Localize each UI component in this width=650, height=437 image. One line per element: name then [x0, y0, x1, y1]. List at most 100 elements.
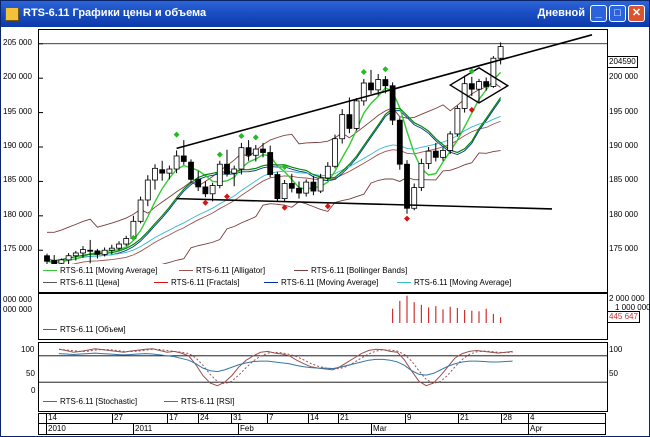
candle-body — [216, 163, 223, 186]
candle-body — [274, 174, 281, 200]
legend-swatch — [164, 401, 178, 403]
ma-green-line — [46, 71, 502, 264]
candle-body — [195, 178, 202, 188]
legend-item[interactable]: RTS-6.11 [Stochastic] — [43, 397, 137, 406]
fractal-up-marker — [360, 68, 367, 75]
price-tick-label: 180 000 — [3, 209, 32, 219]
time-day-tick — [267, 413, 268, 423]
legend-item[interactable]: RTS-6.11 [Moving Average] — [264, 278, 378, 287]
title-bar[interactable]: RTS-6.11 Графики цены и объема Дневной _… — [1, 1, 649, 27]
candle-body — [425, 150, 432, 164]
price-tick-label-right: 185 000 — [609, 175, 638, 185]
volume-chart[interactable] — [39, 294, 607, 324]
minimize-button[interactable]: _ — [590, 5, 607, 22]
legend-label: RTS-6.11 [Moving Average] — [281, 278, 379, 287]
candle-body — [476, 81, 482, 90]
candle-body — [288, 183, 295, 189]
time-day-tick — [338, 413, 339, 423]
candle-body — [58, 259, 65, 264]
candle-body — [396, 119, 403, 165]
price-legend: RTS-6.11 [Moving Average] RTS-6.11 [Allig… — [38, 264, 608, 293]
volume-panel[interactable] — [38, 293, 608, 325]
candle-body — [180, 155, 187, 162]
candle-body — [310, 181, 317, 192]
legend-item[interactable]: RTS-6.11 [RSI] — [164, 397, 235, 406]
legend-swatch — [154, 282, 168, 284]
price-tick-label: 205 000 — [3, 37, 32, 47]
fractal-up-marker — [130, 234, 137, 241]
price-tick-label-right: 175 000 — [609, 244, 638, 254]
legend-swatch — [43, 401, 57, 403]
legend-item[interactable]: RTS-6.11 [Fractals] — [154, 278, 240, 287]
fractal-down-marker — [468, 106, 475, 113]
oscillator-panel[interactable] — [38, 342, 608, 395]
legend-item[interactable]: RTS-6.11 [Объем] — [43, 325, 126, 334]
time-day-tick — [231, 413, 232, 423]
ma-darkgreen-line — [46, 97, 502, 262]
price-tick-label: 190 000 — [3, 141, 32, 150]
candle-body — [454, 108, 461, 135]
legend-item[interactable]: RTS-6.11 [Moving Average] — [43, 266, 157, 275]
close-button[interactable]: ✕ — [628, 5, 645, 22]
legend-item[interactable]: RTS-6.11 [Moving Average] — [397, 278, 511, 287]
candle-body — [108, 247, 115, 251]
legend-item[interactable]: RTS-6.11 [Цена] — [43, 278, 119, 287]
ma-blue-line — [46, 99, 501, 264]
legend-item[interactable]: RTS-6.11 [Alligator] — [179, 266, 265, 275]
oscillator-chart[interactable] — [39, 343, 607, 394]
candle-body — [231, 168, 238, 174]
bollinger-upper-line — [47, 81, 501, 233]
diamond-pattern — [448, 67, 510, 104]
fractal-down-marker — [404, 215, 410, 222]
upper-trendline — [176, 34, 593, 150]
stochastic-signal-line — [58, 348, 513, 385]
legend-swatch — [294, 270, 308, 272]
candle-body — [339, 114, 346, 140]
fractal-up-marker — [382, 66, 389, 73]
candle-body — [483, 81, 490, 87]
volume-tick-left-2: 000 000 — [3, 305, 32, 314]
time-day-tick — [405, 413, 406, 423]
price-tick-label: 195 000 — [3, 106, 32, 116]
candle-body — [468, 83, 475, 90]
candle-body — [382, 79, 389, 87]
candle-body — [411, 187, 418, 209]
candle-body — [296, 187, 302, 194]
legend-label: RTS-6.11 [Moving Average] — [414, 278, 512, 287]
price-chart[interactable] — [39, 30, 607, 264]
time-month-label: Apr — [530, 424, 543, 433]
time-day-label: 21 — [460, 413, 469, 422]
volume-tick-left-1: 000 000 — [3, 295, 32, 304]
candle-body — [245, 147, 252, 156]
candle-body — [87, 249, 94, 252]
candle-body — [123, 238, 130, 245]
last-volume-marker: 445 647 — [607, 311, 640, 323]
time-day-label: 27 — [114, 413, 123, 422]
volume-tick-right-2: 1 000 000 — [615, 303, 650, 312]
price-panel[interactable] — [38, 29, 608, 265]
candle-body — [137, 199, 144, 222]
candle-body — [317, 177, 324, 192]
time-day-label: 9 — [407, 413, 412, 422]
period-label[interactable]: Дневной — [537, 7, 586, 19]
candle-body — [188, 161, 194, 180]
maximize-button[interactable]: □ — [609, 5, 626, 22]
time-day-tick — [308, 413, 309, 423]
candle-body — [404, 163, 410, 209]
candle-body — [332, 138, 338, 167]
time-day-label: 14 — [48, 413, 57, 422]
ma-cyan-line — [46, 116, 501, 264]
legend-item[interactable]: RTS-6.11 [Bollinger Bands] — [294, 266, 407, 275]
candle-body — [324, 165, 331, 179]
volume-legend: RTS-6.11 [Объем] — [38, 323, 608, 340]
candle-body — [116, 243, 122, 249]
osc-tick-0: 0 — [31, 386, 36, 395]
volume-tick-right-1: 2 000 000 — [609, 294, 645, 303]
alligator-jaw-line — [71, 120, 501, 264]
candle-body — [166, 168, 173, 174]
candle-body — [346, 114, 353, 129]
candle-body — [159, 169, 166, 174]
legend-swatch — [43, 329, 57, 331]
osc-tick-50: 50 — [26, 369, 35, 378]
time-axis: 14 27 17 24 31 7 14 21 9 21 28 4 2010 2011 Feb Mar Apr — [38, 413, 608, 435]
